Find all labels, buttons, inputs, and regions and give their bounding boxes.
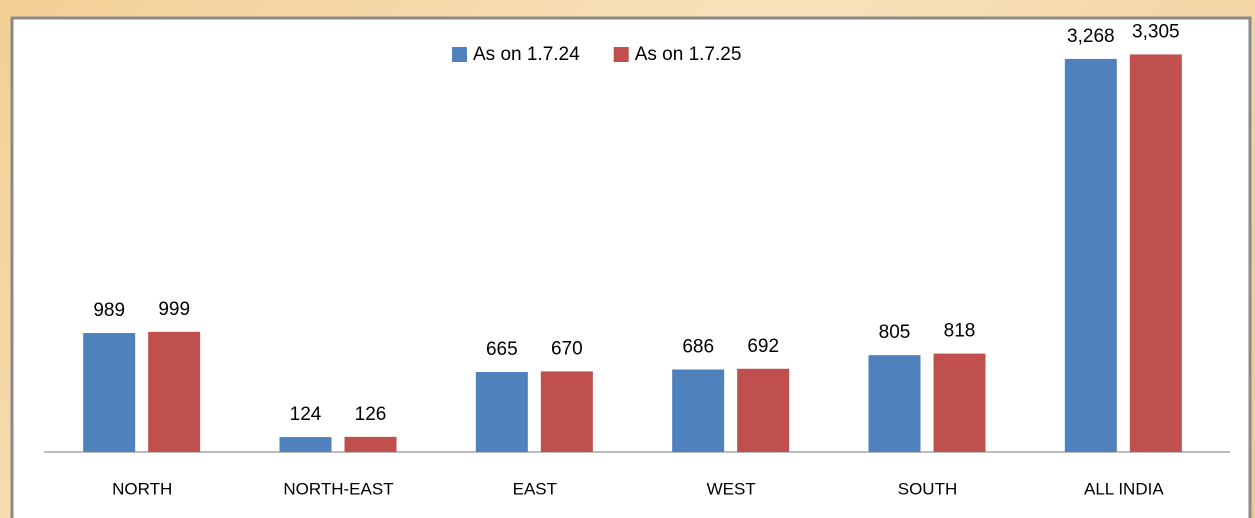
x-tick-label: WEST: [707, 479, 756, 498]
bar: [868, 355, 921, 452]
data-label: 989: [93, 300, 125, 321]
legend-swatch: [452, 47, 467, 62]
bar: [1064, 58, 1117, 453]
data-label: 818: [944, 321, 976, 342]
bar: [83, 333, 136, 452]
bar: [475, 372, 528, 452]
data-label: 686: [682, 336, 714, 357]
data-label: 665: [486, 339, 518, 360]
legend-label: As on 1.7.25: [635, 44, 742, 65]
legend-label: As on 1.7.24: [473, 44, 580, 65]
x-tick-label: EAST: [513, 479, 557, 498]
x-tick-label: SOUTH: [898, 479, 958, 498]
bar: [148, 331, 201, 452]
data-label: 692: [747, 336, 779, 357]
chart-panel: [10, 16, 1252, 518]
data-label: 670: [551, 338, 583, 359]
x-tick-label: NORTH-EAST: [283, 479, 393, 498]
data-label: 3,305: [1132, 21, 1180, 42]
bar: [933, 353, 986, 452]
bar: [737, 368, 790, 452]
x-tick-label: NORTH: [112, 479, 172, 498]
data-label: 126: [355, 404, 387, 425]
data-label: 805: [879, 322, 911, 343]
bar: [279, 437, 332, 452]
x-tick-label: ALL INDIA: [1084, 479, 1164, 498]
data-label: 3,268: [1067, 26, 1115, 47]
bar: [344, 436, 397, 452]
data-label: 124: [290, 404, 322, 425]
data-label: 999: [158, 299, 190, 320]
legend-swatch: [613, 47, 629, 62]
bar: [672, 369, 725, 452]
bar: [1129, 54, 1182, 452]
bar: [540, 371, 593, 452]
